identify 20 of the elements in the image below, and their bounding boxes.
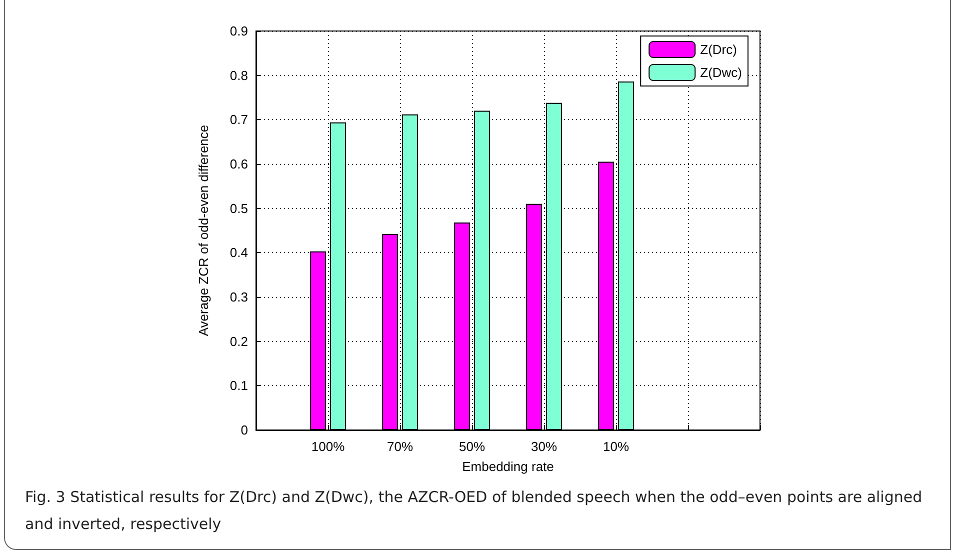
y-tick-label: 0.8: [230, 68, 248, 83]
y-tick-label: 0.5: [230, 200, 248, 216]
x-tick-label: 70%: [386, 439, 414, 454]
y-tick-label: 0.9: [230, 24, 248, 38]
caption: Fig. 3 Statistical results for Z(Drc) and Z(Dwc), the AZCR-OED of blended speech when the odd–even points are aligned and inverted, respectively: [25, 487, 924, 535]
x-axis-title: Embedding rate: [462, 459, 554, 474]
y-axis-title: Average ZCR of odd-even difference: [196, 124, 211, 336]
y-tick-label: 0.2: [230, 334, 248, 349]
y-tick-label: 0: [240, 422, 248, 438]
y-tick-label: 0.3: [230, 290, 248, 304]
y-tick-label: 0.4: [230, 245, 248, 260]
x-tick-label: 100%: [311, 439, 346, 454]
x-tick-label: 10%: [602, 439, 630, 454]
y-tick-label: 0.6: [230, 156, 248, 172]
y-tick-label: 0.7: [230, 112, 248, 128]
legend-label: Z(Dwc): [700, 65, 742, 80]
legend-label: Z(Drc): [700, 42, 737, 57]
y-tick-label: 0.1: [230, 378, 248, 394]
x-tick-label: 50%: [458, 439, 486, 454]
x-tick-label: 30%: [530, 439, 558, 454]
